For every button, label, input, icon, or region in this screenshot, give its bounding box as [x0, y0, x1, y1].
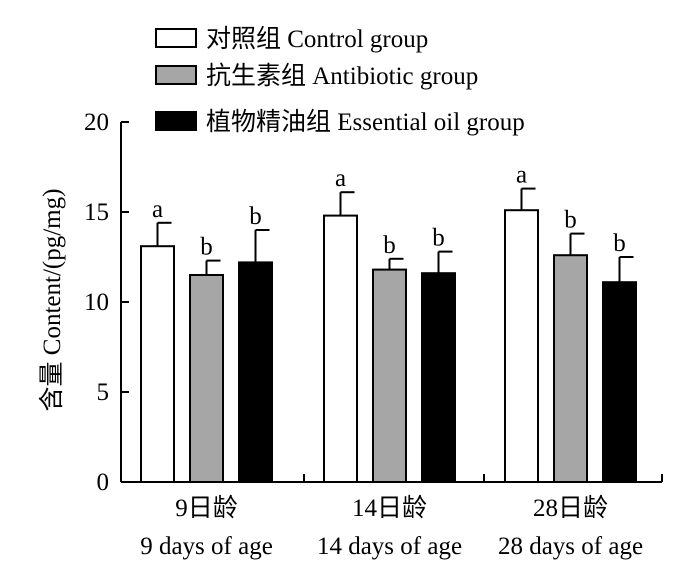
plot-area: a a a b b b b b b: [140, 162, 637, 484]
bar: [238, 261, 273, 483]
bar: [189, 274, 224, 483]
x-tick-label-en: 28 days of age: [498, 533, 643, 560]
bar: [372, 268, 407, 483]
bar: [323, 214, 358, 483]
legend-label: 抗生素组 Antibiotic group: [206, 62, 478, 90]
bar: [553, 254, 588, 483]
bar: [421, 272, 456, 484]
legend-swatch: [155, 28, 197, 48]
legend-label: 植物精油组 Essential oil group: [206, 108, 525, 136]
x-tick-label: 14日龄: [352, 494, 427, 522]
legend: 对照组 Control group 抗生素组 Antibiotic group 植物…: [155, 25, 525, 136]
x-tick-label: 28日龄: [533, 494, 608, 522]
legend-swatch: [155, 65, 197, 85]
significance-label: a: [152, 196, 163, 223]
bar: [602, 281, 637, 484]
x-tick-label: 9日龄: [175, 494, 238, 522]
y-tick-label: 0: [97, 469, 110, 496]
y-tick-label: 20: [84, 109, 109, 136]
bar: [140, 245, 175, 483]
significance-label: a: [335, 165, 346, 192]
y-axis-label: 含量 Content/(pg/mg): [38, 189, 66, 412]
x-axis: 9日龄 9 days of age 14日龄 14 days of age 28日龄 28…: [120, 474, 663, 560]
y-axis: 0 5 10 15 20: [84, 109, 129, 496]
legend-label: 对照组 Control group: [206, 25, 428, 53]
significance-label: b: [432, 225, 445, 252]
bar: [504, 209, 539, 483]
y-tick-label: 10: [84, 289, 109, 316]
significance-label: b: [200, 234, 213, 261]
x-tick-label-en: 9 days of age: [140, 533, 273, 560]
significance-label: b: [564, 207, 577, 234]
y-tick-label: 5: [97, 379, 110, 406]
legend-swatch: [155, 111, 197, 131]
x-tick-label-en: 14 days of age: [317, 533, 462, 560]
significance-label: b: [383, 232, 396, 259]
y-tick-label: 15: [84, 199, 109, 226]
significance-label: b: [613, 230, 626, 257]
significance-label: a: [516, 162, 527, 189]
significance-label: b: [249, 203, 262, 230]
